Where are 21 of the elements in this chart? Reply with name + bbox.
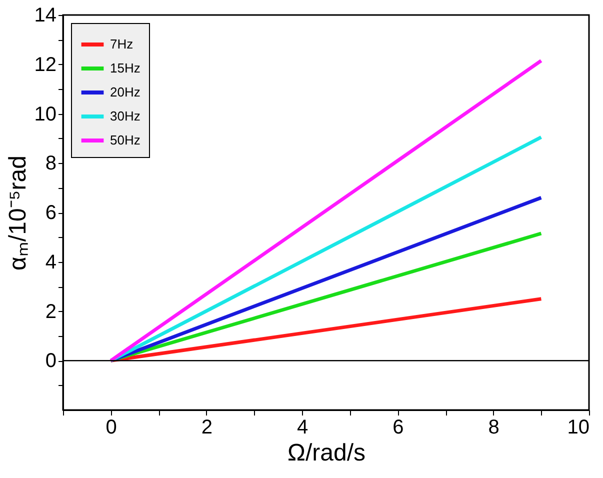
- y-tick-label: 12: [34, 54, 56, 76]
- x-tick-label: 8: [488, 416, 500, 438]
- x-tick-label: 10: [567, 416, 590, 438]
- legend-label: 50Hz: [110, 132, 140, 148]
- legend-label: 15Hz: [110, 60, 140, 76]
- y-tick-label: 10: [34, 103, 56, 126]
- x-tick-label: 2: [201, 416, 213, 438]
- legend-label: 7Hz: [110, 36, 134, 52]
- y-tick-label: 2: [45, 300, 56, 323]
- x-axis-title: Ω/rad/s: [288, 440, 366, 466]
- y-tick-label: 0: [45, 350, 56, 372]
- x-tick-label: 4: [297, 416, 308, 438]
- y-axis-title: αₘ/10⁻⁵rad: [4, 156, 32, 270]
- x-tick-label: 6: [392, 416, 404, 438]
- legend-label: 30Hz: [110, 108, 140, 124]
- y-tick-label: 14: [34, 4, 56, 26]
- y-tick-label: 8: [45, 152, 56, 175]
- y-tick-label: 4: [45, 251, 56, 274]
- x-tick-label: 0: [106, 416, 117, 438]
- legend-label: 20Hz: [110, 84, 140, 100]
- y-tick-label: 6: [45, 202, 56, 224]
